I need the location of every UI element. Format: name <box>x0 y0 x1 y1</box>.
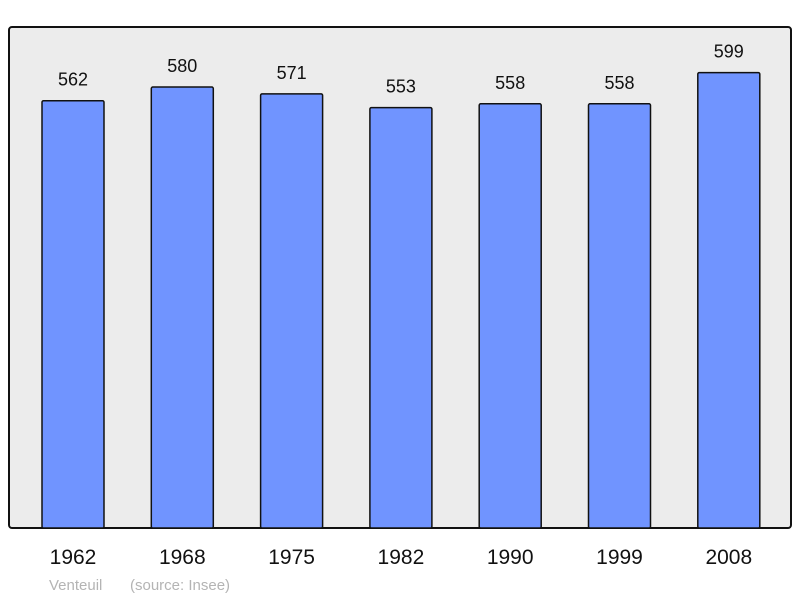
x-tick-label-1968: 1968 <box>159 546 206 569</box>
bar-1962 <box>41 99 105 529</box>
data-label-1968: 580 <box>167 56 197 76</box>
x-tick-label-1975: 1975 <box>268 546 315 569</box>
x-tick-label-2008: 2008 <box>705 546 752 569</box>
bar-1975 <box>259 93 324 529</box>
data-label-1982: 553 <box>386 77 416 97</box>
x-tick-label-1999: 1999 <box>596 546 643 569</box>
bar-1968 <box>150 86 215 529</box>
bar-1999 <box>587 103 652 529</box>
caption-place: Venteuil <box>49 577 102 594</box>
caption-source: (source: Insee) <box>130 577 230 594</box>
x-tick-label-1962: 1962 <box>50 546 97 569</box>
data-label-1975: 571 <box>277 63 307 83</box>
x-tick-label-1982: 1982 <box>378 546 425 569</box>
bar-1982 <box>369 106 433 529</box>
data-label-2008: 599 <box>714 42 744 62</box>
x-tick-label-1990: 1990 <box>487 546 534 569</box>
data-label-1962: 562 <box>58 70 88 90</box>
data-label-1990: 558 <box>495 73 525 93</box>
data-label-1999: 558 <box>604 73 634 93</box>
bar-2008 <box>697 71 761 529</box>
bar-1990 <box>478 103 542 529</box>
